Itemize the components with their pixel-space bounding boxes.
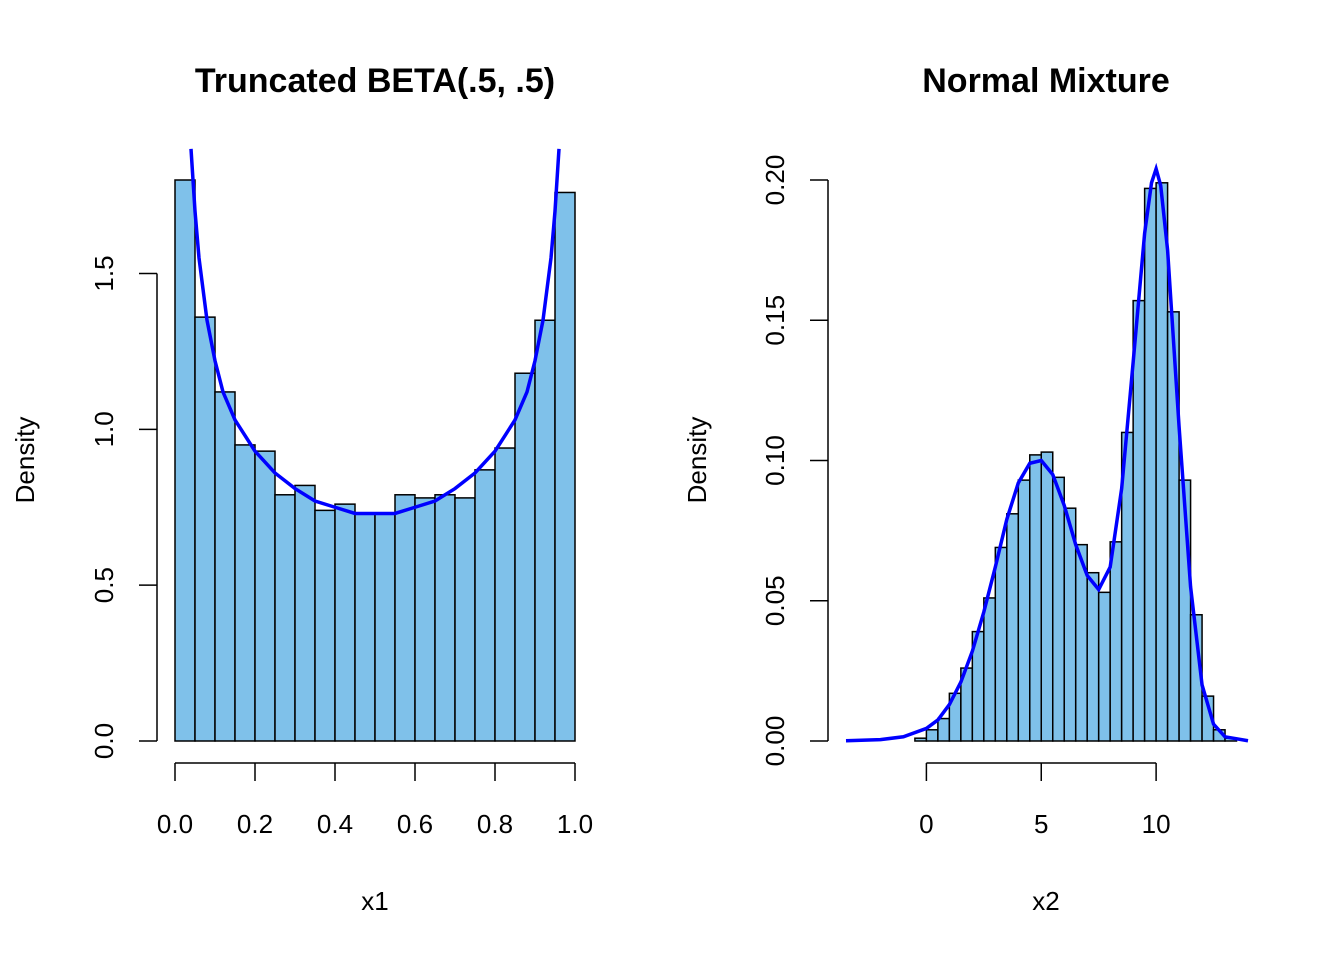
histogram-bar xyxy=(174,179,196,742)
histogram-bar xyxy=(474,469,496,742)
histogram-bar xyxy=(194,316,216,742)
chart-normal-mixture: Normal Mixture 0.00 0.05 0.10 0.15 0.20 0 5 10… xyxy=(682,62,1249,916)
histogram-bar xyxy=(394,494,416,742)
histogram-bar xyxy=(414,497,436,742)
x-tick-label: 1.0 xyxy=(557,809,593,839)
x-tick-label: 0.2 xyxy=(237,809,273,839)
y-tick-label: 0.00 xyxy=(760,716,790,767)
histogram-bar xyxy=(214,391,236,742)
histogram-bar xyxy=(914,737,928,742)
histogram-bar xyxy=(334,503,356,742)
histogram-bar xyxy=(1143,187,1157,742)
y-axis-label: Density xyxy=(682,417,712,504)
x-tick-label: 0.8 xyxy=(477,809,513,839)
histogram-bar xyxy=(554,191,576,742)
histogram-bar xyxy=(534,319,556,742)
y-tick-label: 0.0 xyxy=(89,723,119,759)
histogram-bar xyxy=(1006,513,1020,742)
histogram-bar xyxy=(1155,182,1169,742)
histogram-bar xyxy=(354,512,376,742)
y-tick-label: 0.15 xyxy=(760,295,790,346)
histogram-bar xyxy=(983,597,997,742)
histogram-bar xyxy=(514,372,536,742)
histogram-bar xyxy=(1029,454,1043,742)
y-tick-label: 0.20 xyxy=(760,155,790,206)
histogram-bar xyxy=(1132,299,1146,742)
y-axis-label: Density xyxy=(10,417,40,504)
chart-beta: Truncated BETA(.5, .5) 0.00.51.01.5 0.0 0… xyxy=(10,62,593,916)
y-axis: 0.0 0.5 1.0 1.5 xyxy=(89,255,158,759)
histogram-bar xyxy=(294,484,316,742)
histogram-bars xyxy=(174,179,576,742)
y-tick-label: 0.5 xyxy=(89,567,119,603)
x-tick-label: 0 xyxy=(919,809,933,839)
x-axis: 0.0 0.2 0.4 0.6 0.8 1.0 xyxy=(157,762,593,839)
chart-title: Normal Mixture xyxy=(922,62,1170,100)
histogram-bar xyxy=(274,494,296,742)
histogram-bar xyxy=(374,512,396,742)
histogram-bar xyxy=(1097,591,1111,742)
histogram-bar xyxy=(1086,571,1100,742)
density-curve xyxy=(845,162,1249,743)
histogram-bar xyxy=(1017,479,1031,742)
x-tick-label: 0.6 xyxy=(397,809,433,839)
x-tick-label: 0.4 xyxy=(317,809,353,839)
y-tick-label: 1.0 xyxy=(89,411,119,447)
y-tick-label: 1.5 xyxy=(89,255,119,291)
histogram-bar xyxy=(994,546,1008,742)
y-tick-label: 0.05 xyxy=(760,575,790,626)
histogram-bar xyxy=(454,497,476,742)
histogram-bar xyxy=(314,509,336,742)
histogram-bar xyxy=(937,717,951,742)
x-axis-label: x1 xyxy=(361,886,388,916)
x-axis: 0 5 10 xyxy=(919,762,1171,839)
histogram-bar xyxy=(1040,451,1054,742)
x-tick-label: 5 xyxy=(1034,809,1048,839)
histogram-bar xyxy=(1178,479,1192,742)
x-tick-label: 10 xyxy=(1142,809,1171,839)
density-curve xyxy=(189,148,561,516)
histogram-bar xyxy=(1109,541,1123,742)
histogram-bar xyxy=(234,444,256,742)
x-axis-label: x2 xyxy=(1032,886,1059,916)
histogram-bar xyxy=(925,729,939,742)
y-tick-label: 0.10 xyxy=(760,435,790,486)
histogram-bars xyxy=(914,182,1238,742)
histogram-bar xyxy=(494,447,516,742)
x-tick-label: 0.0 xyxy=(157,809,193,839)
histogram-bar xyxy=(434,494,456,742)
chart-title: Truncated BETA(.5, .5) xyxy=(195,62,555,100)
histogram-bar xyxy=(1051,476,1065,742)
y-axis: 0.00 0.05 0.10 0.15 0.20 xyxy=(760,155,829,767)
histogram-bar xyxy=(254,450,276,742)
